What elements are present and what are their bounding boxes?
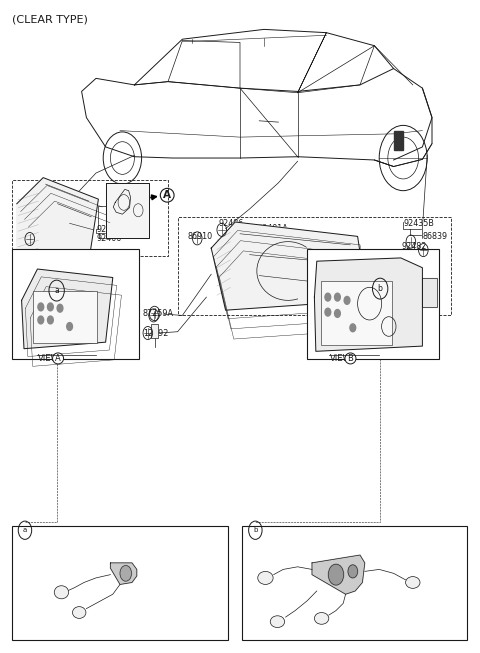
Circle shape xyxy=(348,565,358,578)
Bar xyxy=(33,291,97,343)
Text: 97714L: 97714L xyxy=(15,237,45,246)
Text: 18642G: 18642G xyxy=(253,617,285,626)
Polygon shape xyxy=(394,131,403,150)
Polygon shape xyxy=(422,278,437,307)
Text: A: A xyxy=(55,354,61,363)
Circle shape xyxy=(120,565,132,581)
Circle shape xyxy=(38,303,44,311)
Text: b: b xyxy=(378,284,383,293)
Bar xyxy=(12,526,228,640)
Circle shape xyxy=(48,303,53,311)
Text: 92401A: 92401A xyxy=(257,224,288,233)
Circle shape xyxy=(335,293,340,301)
Text: VIEW: VIEW xyxy=(330,354,352,363)
Circle shape xyxy=(67,323,72,330)
Polygon shape xyxy=(22,269,113,349)
Circle shape xyxy=(48,316,53,324)
Text: 92451A: 92451A xyxy=(71,563,102,572)
Text: 92402A: 92402A xyxy=(257,232,288,242)
Polygon shape xyxy=(314,258,422,351)
Bar xyxy=(242,526,467,640)
Ellipse shape xyxy=(314,613,329,624)
Text: 18643P: 18643P xyxy=(28,607,58,616)
Text: VIEW: VIEW xyxy=(38,354,60,363)
Ellipse shape xyxy=(72,607,86,618)
Circle shape xyxy=(344,296,350,304)
Text: 92482: 92482 xyxy=(402,242,427,251)
Text: 92406: 92406 xyxy=(97,234,122,243)
Text: A: A xyxy=(163,190,171,200)
Text: 12492: 12492 xyxy=(143,328,168,338)
Text: 92450A: 92450A xyxy=(316,604,347,613)
Bar xyxy=(307,249,439,359)
Circle shape xyxy=(325,293,331,301)
Ellipse shape xyxy=(270,616,285,628)
Text: 92486: 92486 xyxy=(219,219,244,228)
Polygon shape xyxy=(211,222,367,310)
Text: a: a xyxy=(54,286,59,295)
Ellipse shape xyxy=(54,586,69,599)
Ellipse shape xyxy=(406,577,420,588)
Text: B: B xyxy=(275,247,283,258)
Text: 92435B: 92435B xyxy=(403,219,434,228)
Circle shape xyxy=(325,308,331,316)
Circle shape xyxy=(335,310,340,317)
Circle shape xyxy=(350,324,356,332)
Bar xyxy=(321,281,392,345)
Text: 86910: 86910 xyxy=(187,232,212,241)
Ellipse shape xyxy=(258,571,273,584)
Bar xyxy=(12,249,139,359)
Circle shape xyxy=(328,564,344,585)
Polygon shape xyxy=(312,555,365,594)
Polygon shape xyxy=(110,563,137,584)
Text: (CLEAR TYPE): (CLEAR TYPE) xyxy=(12,14,88,24)
Bar xyxy=(151,324,158,338)
Text: 18644E: 18644E xyxy=(248,563,278,572)
Text: b: b xyxy=(253,527,258,534)
Text: a: a xyxy=(23,527,27,534)
Text: 86839: 86839 xyxy=(422,232,447,241)
Circle shape xyxy=(57,304,63,312)
Text: 87259A: 87259A xyxy=(142,309,173,318)
Polygon shape xyxy=(106,183,149,238)
Circle shape xyxy=(38,316,44,324)
Text: 92405: 92405 xyxy=(97,225,122,234)
Polygon shape xyxy=(17,178,98,261)
Text: 18643D: 18643D xyxy=(382,580,413,589)
Text: 18644E: 18644E xyxy=(18,584,48,594)
Text: B: B xyxy=(348,354,353,363)
